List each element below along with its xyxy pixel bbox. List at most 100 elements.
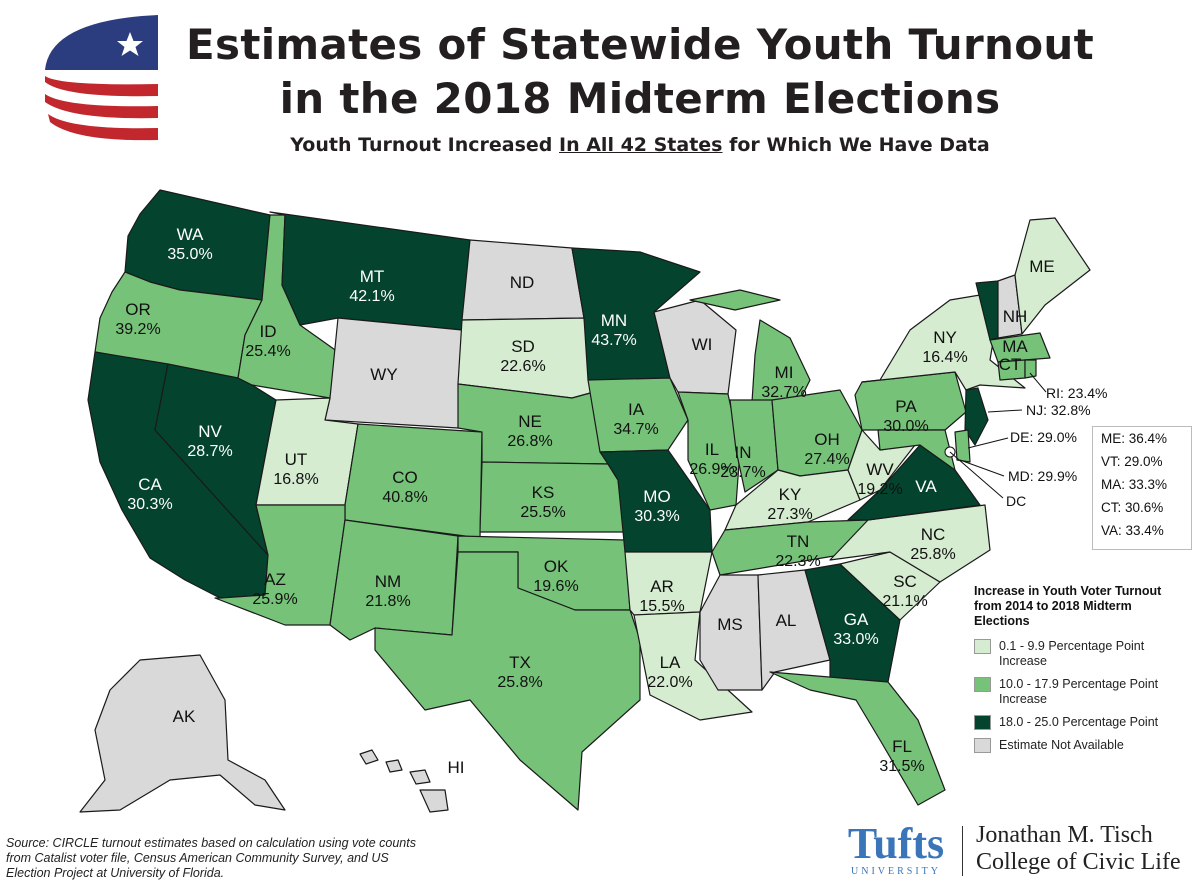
state-value-mt: 42.1% <box>349 288 394 305</box>
legend-swatch-na <box>974 738 991 753</box>
subtitle-emphasis: In All 42 States <box>559 134 723 156</box>
side-label-dc: DC <box>1006 493 1026 509</box>
state-wy <box>324 317 463 429</box>
state-value-sd: 22.6% <box>500 358 545 375</box>
legend-title: Increase in Youth Voter Turnout from 201… <box>974 584 1162 628</box>
flag-stripe <box>45 76 158 97</box>
state-value-ga: 33.0% <box>833 631 878 648</box>
state-abbr-nd: ND <box>510 273 535 292</box>
state-abbr-mo: MO <box>643 487 670 506</box>
state-value-fl: 31.5% <box>879 758 924 775</box>
legend-item: 10.0 - 17.9 Percentage Point Increase <box>974 677 1184 707</box>
flag-blue-band <box>45 15 158 70</box>
state-value-in: 23.7% <box>720 464 765 481</box>
state-abbr-id: ID <box>260 322 277 341</box>
side-label-de: DE: 29.0% <box>1010 429 1077 445</box>
state-abbr-ia: IA <box>628 400 645 419</box>
state-al <box>757 569 831 691</box>
flag-star-icon <box>117 32 143 56</box>
state-value-nc: 25.8% <box>910 546 955 563</box>
box-item-ct: CT: 30.6% <box>1101 500 1164 515</box>
state-md <box>877 429 956 471</box>
state-ia <box>587 377 689 453</box>
state-value-tn: 22.3% <box>775 553 820 570</box>
state-abbr-wa: WA <box>177 225 204 244</box>
state-abbr-sc: SC <box>893 572 917 591</box>
state-abbr-tn: TN <box>787 532 810 551</box>
state-value-oh: 27.4% <box>804 451 849 468</box>
state-value-ia: 34.7% <box>613 421 658 438</box>
side-label-ri: RI: 23.4% <box>1046 385 1107 401</box>
state-abbr-mt: MT <box>360 267 385 286</box>
state-de <box>954 429 971 463</box>
side-labels: RI: 23.4%NJ: 32.8% DE: 29.0% MD: 29.9% DC <box>1006 385 1107 509</box>
state-abbr-oh: OH <box>814 430 840 449</box>
title-line-2: in the 2018 Midterm Elections <box>279 74 1001 123</box>
state-abbr-nv: NV <box>198 422 222 441</box>
subtitle-post: for Which We Have Data <box>722 134 990 156</box>
state-value-pa: 30.0% <box>883 418 928 435</box>
legend-label: Estimate Not Available <box>999 738 1124 752</box>
state-value-id: 25.4% <box>245 343 290 360</box>
logo-divider <box>962 826 963 876</box>
state-abbr-in: IN <box>735 443 752 462</box>
state-value-ut: 16.8% <box>273 471 318 488</box>
tufts-university: UNIVERSITY <box>851 866 941 877</box>
state-abbr-ak: AK <box>173 707 196 726</box>
source-note: Source: CIRCLE turnout estimates based o… <box>6 836 416 880</box>
box-item-ma: MA: 33.3% <box>1101 477 1168 492</box>
state-abbr-ny: NY <box>933 328 957 347</box>
state-value-tx: 25.8% <box>497 674 542 691</box>
state-abbr-ar: AR <box>650 577 674 596</box>
state-abbr-nm: NM <box>375 572 401 591</box>
state-abbr-nh: NH <box>1003 307 1028 326</box>
legend: Increase in Youth Voter Turnout from 201… <box>974 584 1184 761</box>
labels-layer: WA 35.0% OR 39.2% CA 30.3% NV 28.7% ID 25.4% MT 42.… <box>115 225 1054 777</box>
state-value-ca: 30.3% <box>127 496 172 513</box>
state-abbr-ms: MS <box>717 615 743 634</box>
box-item-vt: VT: 29.0% <box>1101 454 1163 469</box>
state-value-mi: 32.7% <box>761 384 806 401</box>
state-value-wv: 19.2% <box>857 481 902 498</box>
college-line-1: Jonathan M. Tisch <box>976 822 1153 848</box>
state-abbr-me: ME <box>1029 257 1055 276</box>
state-abbr-ma: MA <box>1002 337 1028 356</box>
state-abbr-wv: WV <box>866 460 894 479</box>
leader-line <box>987 409 1023 413</box>
state-value-la: 22.0% <box>647 674 692 691</box>
state-value-co: 40.8% <box>382 489 427 506</box>
state-value-ks: 25.5% <box>520 504 565 521</box>
state-abbr-co: CO <box>392 468 418 487</box>
title-line-1: Estimates of Statewide Youth Turnout <box>186 20 1094 69</box>
state-tx <box>374 551 641 811</box>
state-value-mo: 30.3% <box>634 508 679 525</box>
legend-label: 18.0 - 25.0 Percentage Point <box>999 715 1159 729</box>
state-az <box>214 504 346 626</box>
states-layer <box>79 189 1091 813</box>
state-abbr-mi: MI <box>775 363 794 382</box>
state-abbr-mn: MN <box>601 311 627 330</box>
state-abbr-ct: CT <box>999 355 1022 374</box>
state-abbr-il: IL <box>705 440 719 459</box>
state-value-nm: 21.8% <box>365 593 410 610</box>
flag-stripe <box>45 94 158 119</box>
state-abbr-wy: WY <box>370 365 397 384</box>
state-nj <box>964 387 989 446</box>
side-label-nj: NJ: 32.8% <box>1026 402 1091 418</box>
state-hi <box>359 749 449 813</box>
legend-item: 0.1 - 9.9 Percentage Point Increase <box>974 639 1184 669</box>
leader-line <box>949 451 1004 499</box>
college-name: Jonathan M. Tisch College of Civic Life <box>976 822 1181 876</box>
legend-label: 10.0 - 17.9 Percentage Point Increase <box>999 677 1159 706</box>
side-label-md: MD: 29.9% <box>1008 468 1077 484</box>
page-subtitle: Youth Turnout Increased In All 42 States… <box>160 134 1120 156</box>
state-abbr-pa: PA <box>895 397 917 416</box>
box-item-va: VA: 33.4% <box>1101 523 1164 538</box>
legend-item: Estimate Not Available <box>974 738 1184 753</box>
state-abbr-va: VA <box>915 477 937 496</box>
state-value-il: 26.9% <box>689 461 734 478</box>
state-ri <box>1024 359 1037 379</box>
state-abbr-la: LA <box>660 653 681 672</box>
state-ak <box>79 654 286 813</box>
